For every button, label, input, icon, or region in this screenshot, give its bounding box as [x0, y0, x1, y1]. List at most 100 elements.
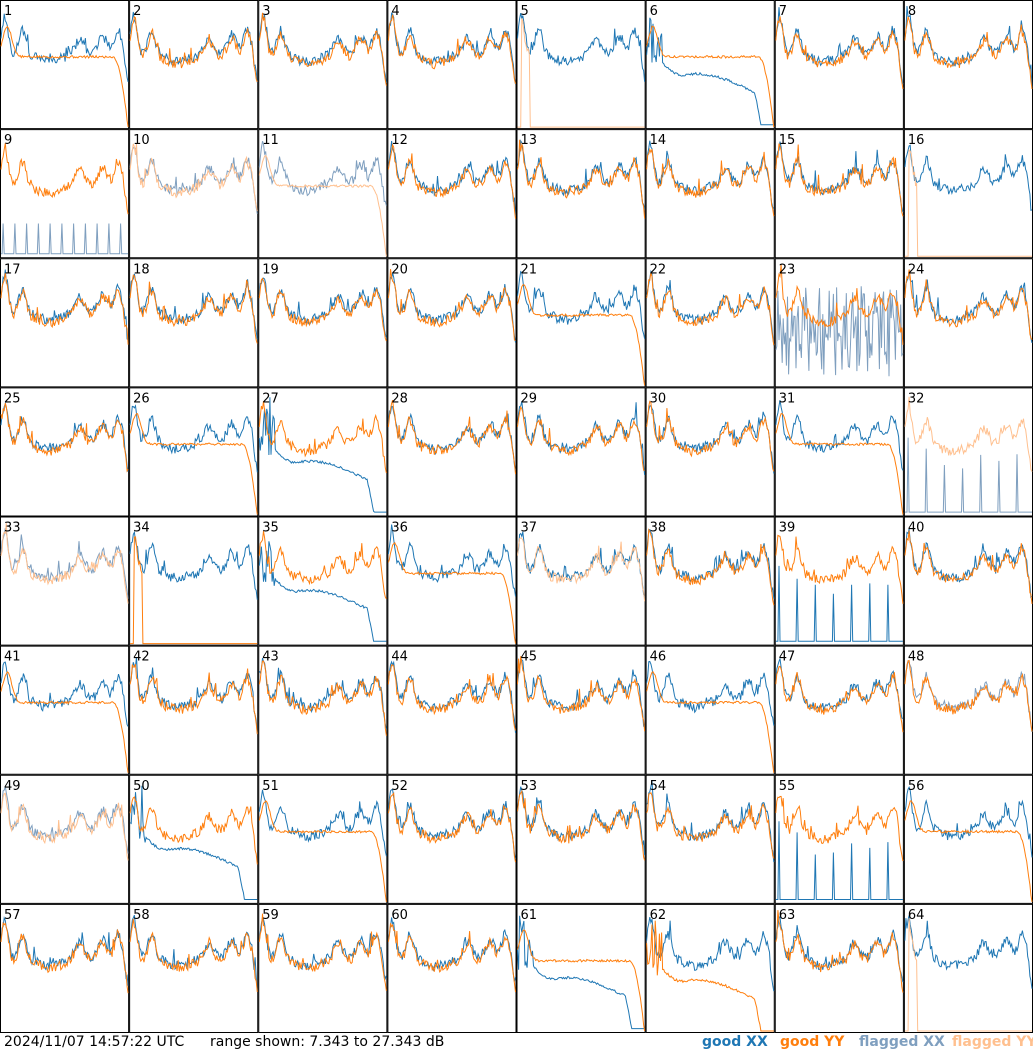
series-xx-line [775, 658, 904, 720]
panel-number: 60 [391, 908, 408, 923]
series-yy-line [0, 921, 129, 994]
panel-number: 3 [262, 4, 270, 19]
panel-number: 62 [650, 908, 667, 923]
series-yy-line [775, 665, 904, 733]
series-yy-line [0, 143, 129, 215]
series-yy-line [904, 148, 1032, 257]
panel-number: 29 [521, 391, 538, 406]
panel-number: 54 [650, 779, 667, 794]
panel-frame [129, 774, 259, 904]
series-xx-line [904, 659, 1033, 732]
series-yy-line [775, 413, 904, 515]
series-xx-line [0, 13, 129, 83]
panel-number: 55 [779, 779, 796, 794]
series-xx-line [775, 821, 903, 900]
panel-frame [129, 903, 259, 1033]
series-yy-line [904, 16, 1033, 90]
series-yy-line [904, 396, 1033, 472]
series-xx-line [258, 657, 387, 729]
series-xx-line [517, 915, 645, 1030]
panel-number: 51 [262, 779, 279, 794]
panel-number: 53 [521, 779, 538, 794]
series-xx-line [258, 277, 387, 338]
panel-number: 35 [262, 521, 279, 536]
series-yy-line [646, 920, 774, 1032]
panel-number: 37 [521, 521, 538, 536]
series-yy-line [517, 139, 646, 219]
series-xx-line [0, 269, 129, 341]
panel-number: 18 [133, 262, 150, 277]
panel-frame [258, 129, 388, 259]
panel-number: 59 [262, 908, 279, 923]
panel-frame [258, 903, 388, 1033]
series-yy-line [387, 542, 516, 644]
panel-frame [387, 129, 517, 259]
series-yy-line [258, 660, 387, 736]
panel-frame [903, 258, 1033, 388]
panel-frame [774, 258, 904, 388]
panel-frame [129, 516, 259, 646]
series-yy-line [775, 143, 904, 217]
panel-number: 9 [4, 133, 12, 148]
panel-frame [129, 387, 259, 517]
panel-frame [258, 258, 388, 388]
series-yy-line [129, 413, 258, 515]
panel-frame [387, 903, 517, 1033]
panel-frame [903, 129, 1033, 259]
panel-frame [0, 129, 130, 259]
series-yy-line [129, 664, 258, 735]
series-yy-line [646, 272, 775, 346]
panel-frame [774, 0, 904, 130]
series-xx-line [775, 916, 904, 983]
panel-number: 52 [391, 779, 408, 794]
series-xx-line [517, 658, 645, 727]
series-xx-line [258, 397, 387, 513]
panel-number: 19 [262, 262, 279, 277]
series-xx-line [646, 917, 775, 992]
series-yy-line [646, 528, 775, 606]
series-xx-line [129, 404, 258, 473]
series-xx-line [904, 437, 1032, 513]
panel-frame [645, 387, 775, 517]
panel-number: 30 [650, 391, 667, 406]
panel-frame [129, 0, 259, 130]
series-xx-line [387, 524, 516, 597]
panel-number: 56 [908, 779, 925, 794]
panel-frame [0, 258, 130, 388]
series-yy-line [387, 399, 516, 475]
series-yy-line [129, 274, 258, 344]
panel-frame [516, 258, 646, 388]
series-xx-line [904, 785, 1033, 858]
series-xx-line [517, 270, 646, 339]
panel-frame [516, 129, 646, 259]
panel-number: 11 [262, 133, 279, 148]
series-yy-line [775, 534, 904, 604]
panel-number: 42 [133, 650, 150, 665]
panel-frame [129, 258, 259, 388]
timestamp: 2024/11/07 14:57:22 UTC [4, 1034, 185, 1050]
panel-number: 48 [908, 650, 925, 665]
panel-frame [645, 258, 775, 388]
panel-number: 64 [908, 908, 925, 923]
series-xx-line [129, 11, 258, 83]
panel-frame [387, 645, 517, 775]
panel-frame [129, 645, 259, 775]
panel-frame [516, 0, 646, 130]
panel-frame [516, 903, 646, 1033]
panel-number: 8 [908, 4, 916, 19]
panel-number: 32 [908, 391, 925, 406]
series-yy-line [129, 143, 258, 212]
series-yy-line [904, 659, 1033, 732]
panel-number: 43 [262, 650, 279, 665]
series-xx-line [904, 144, 1033, 211]
series-yy-line [517, 789, 646, 861]
series-yy-line [387, 143, 516, 219]
panel-frame [903, 516, 1033, 646]
series-yy-line [517, 656, 646, 732]
panel-frame [387, 387, 517, 517]
panel-number: 5 [521, 4, 529, 19]
legend-good-yy: good YY [780, 1034, 845, 1050]
series-yy-line [517, 18, 645, 128]
series-yy-line [646, 400, 775, 472]
